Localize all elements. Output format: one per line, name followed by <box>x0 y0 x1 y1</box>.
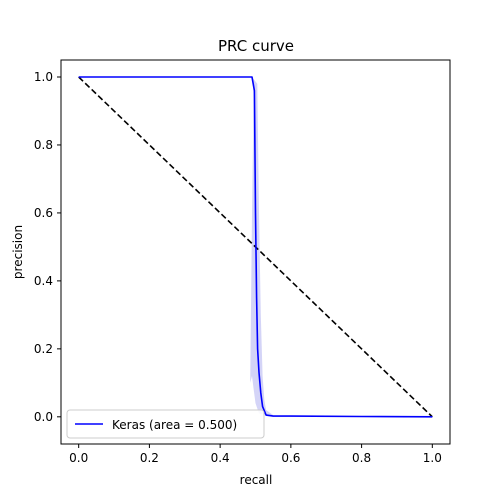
x-axis: 0.0 0.2 0.4 0.6 0.8 1.0 <box>69 444 442 465</box>
legend-label: Keras (area = 0.500) <box>112 418 237 432</box>
y-tick-label: 0.4 <box>34 274 53 288</box>
keras-prc-line <box>78 76 433 418</box>
y-tick-label: 0.6 <box>34 206 53 220</box>
y-axis-label: precision <box>11 225 25 279</box>
x-tick-label: 1.0 <box>423 451 442 465</box>
y-tick-label: 0.0 <box>34 410 53 424</box>
x-tick-label: 0.0 <box>69 451 88 465</box>
x-tick-label: 0.4 <box>211 451 230 465</box>
confidence-band <box>250 77 274 417</box>
y-tick-label: 1.0 <box>34 70 53 84</box>
y-axis: 0.0 0.2 0.4 0.6 0.8 1.0 <box>34 70 61 424</box>
x-axis-label: recall <box>240 473 273 487</box>
x-tick-label: 0.8 <box>352 451 371 465</box>
x-tick-label: 0.2 <box>140 451 159 465</box>
y-tick-label: 0.8 <box>34 138 53 152</box>
x-tick-label: 0.6 <box>281 451 300 465</box>
band-area <box>250 77 274 417</box>
chart-title: PRC curve <box>218 37 294 55</box>
y-tick-label: 0.2 <box>34 342 53 356</box>
series-layer <box>78 76 433 418</box>
legend-box <box>66 409 265 439</box>
plot-frame <box>60 59 451 445</box>
legend: Keras (area = 0.500) <box>66 409 265 439</box>
